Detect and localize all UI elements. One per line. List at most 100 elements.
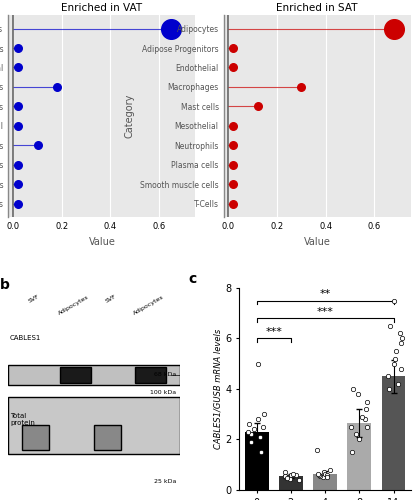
Point (390, 24, 397, 32)
Point (286, 474, 293, 482)
Point (230, 180, 237, 188)
Text: Adipocytes: Adipocytes (57, 294, 90, 316)
Text: b: b (0, 278, 10, 292)
Point (361, 416, 368, 424)
Point (284, 474, 291, 482)
Point (168, 24, 175, 32)
Point (259, 423, 266, 431)
Point (246, 420, 252, 428)
FancyBboxPatch shape (8, 364, 180, 385)
Point (245, 428, 252, 436)
Point (282, 472, 289, 480)
Point (359, 412, 366, 420)
Point (255, 360, 261, 368)
Point (284, 474, 291, 482)
Point (356, 436, 362, 444)
Point (15, 180, 21, 188)
Point (247, 430, 254, 438)
Point (355, 390, 362, 398)
Text: Total
protein: Total protein (10, 413, 35, 426)
Text: 100 kDa: 100 kDa (150, 390, 176, 396)
Text: **: ** (319, 289, 331, 299)
Point (323, 471, 330, 479)
Point (54, 83, 60, 91)
Bar (313, 474, 337, 490)
Point (15, 122, 21, 130)
Title: Enriched in SAT: Enriched in SAT (276, 3, 358, 13)
Point (295, 476, 302, 484)
FancyBboxPatch shape (60, 366, 91, 383)
Bar (279, 476, 303, 490)
Text: Adipocytes: Adipocytes (132, 294, 165, 316)
Point (230, 64, 237, 72)
Text: ***: *** (317, 307, 334, 317)
Point (254, 102, 261, 110)
Point (364, 423, 370, 431)
Point (230, 141, 237, 149)
Point (290, 470, 296, 478)
Point (316, 472, 323, 480)
Point (321, 468, 328, 476)
Title: Enriched in VAT: Enriched in VAT (61, 3, 142, 13)
Point (385, 372, 391, 380)
Point (387, 322, 393, 330)
Point (257, 448, 264, 456)
Bar (382, 376, 406, 490)
Point (349, 448, 356, 456)
FancyBboxPatch shape (135, 366, 166, 383)
Point (298, 83, 305, 91)
FancyBboxPatch shape (22, 426, 49, 450)
Point (282, 474, 289, 482)
Point (281, 472, 288, 480)
Bar (347, 423, 371, 490)
Point (323, 474, 330, 482)
Point (397, 364, 404, 372)
Text: CABLES1: CABLES1 (10, 336, 41, 342)
Point (251, 426, 258, 434)
Text: 68 kDa: 68 kDa (154, 372, 176, 378)
X-axis label: Value: Value (88, 236, 115, 246)
Point (15, 200, 21, 207)
Text: 25 kDa: 25 kDa (154, 480, 176, 484)
Point (261, 410, 268, 418)
Point (348, 423, 354, 431)
Point (352, 430, 359, 438)
Point (364, 398, 370, 406)
Point (398, 340, 404, 347)
Point (349, 385, 356, 393)
Point (326, 466, 333, 474)
Point (314, 470, 321, 478)
Point (293, 471, 300, 479)
X-axis label: Value: Value (304, 236, 331, 246)
Point (15, 102, 21, 110)
Point (230, 160, 237, 168)
FancyBboxPatch shape (8, 397, 180, 454)
Y-axis label: CABLES1/GUSB mRNA levels: CABLES1/GUSB mRNA levels (214, 329, 223, 449)
Point (397, 330, 403, 338)
Text: c: c (188, 272, 197, 285)
Point (230, 122, 237, 130)
Point (247, 438, 254, 446)
Point (230, 44, 237, 52)
Text: ***: *** (265, 327, 282, 337)
Point (391, 296, 397, 304)
Point (15, 160, 21, 168)
Point (15, 44, 21, 52)
Text: SVF: SVF (105, 294, 117, 304)
Point (34, 141, 41, 149)
Point (316, 472, 323, 480)
Point (363, 405, 370, 413)
Point (322, 470, 328, 478)
Point (319, 474, 326, 482)
Point (255, 416, 261, 424)
Point (395, 380, 401, 388)
Point (392, 354, 398, 362)
Point (288, 471, 295, 479)
Point (386, 385, 393, 393)
Point (398, 334, 405, 342)
Point (284, 474, 291, 482)
Point (282, 468, 289, 476)
Point (314, 446, 321, 454)
Point (393, 347, 400, 355)
Text: SVF: SVF (28, 294, 40, 304)
